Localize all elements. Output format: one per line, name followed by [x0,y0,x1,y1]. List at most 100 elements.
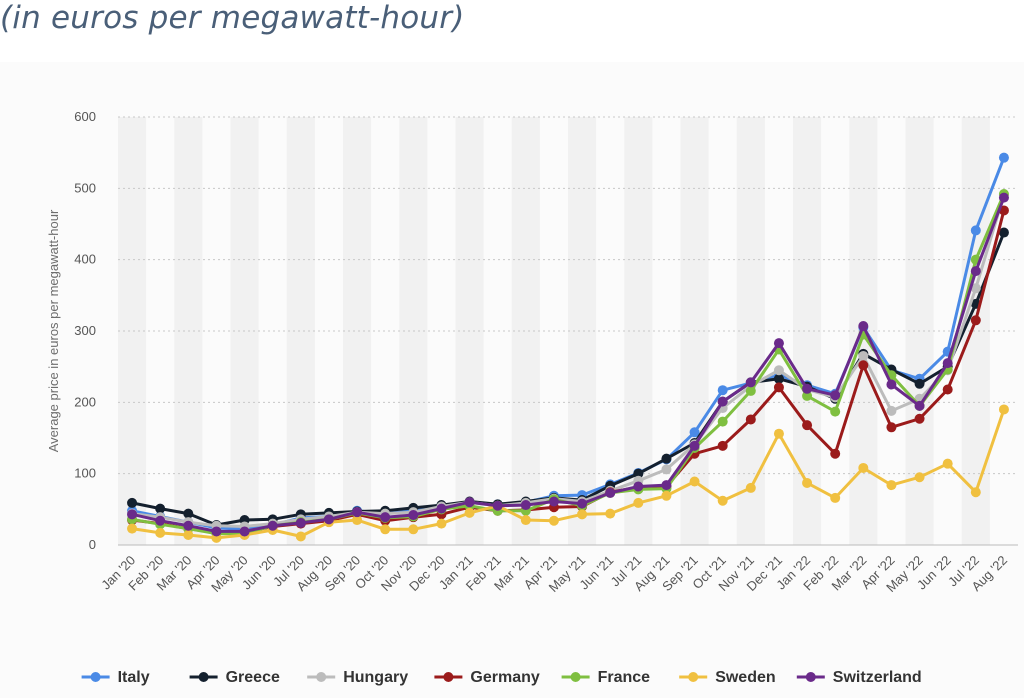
data-point-sweden [183,530,194,541]
data-point-switzerland [295,517,306,528]
legend-label: Switzerland [833,669,922,686]
data-point-greece [773,373,784,384]
data-point-germany [942,384,953,395]
data-point-switzerland [239,526,250,537]
data-point-switzerland [830,390,841,401]
data-point-sweden [689,476,700,487]
legend-swatch-dot [198,672,209,682]
data-point-switzerland [267,520,278,531]
data-point-greece [155,503,166,514]
data-point-switzerland [211,526,222,537]
data-point-italy [689,427,700,438]
data-point-sweden [155,527,166,538]
data-point-switzerland [127,509,138,520]
legend-swatch-dot [805,672,816,682]
series-switzerland [127,192,1009,537]
data-point-switzerland [633,481,644,492]
data-point-greece [127,497,138,508]
chart-subtitle: (in euros per megawatt-hour) [0,0,465,36]
y-tick-label: 300 [74,323,96,338]
legend-swatch-dot [570,672,581,682]
data-point-sweden [548,515,559,526]
data-point-sweden [858,462,869,473]
data-point-greece [633,468,644,479]
column-band [568,117,597,545]
data-point-germany [745,414,756,425]
data-point-hungary [773,365,784,376]
data-point-switzerland [436,503,447,514]
column-band [961,117,990,545]
data-point-sweden [886,480,897,491]
line-chart: 0 100 200 300 400 500 600 Average price in euro… [46,109,1018,686]
legend-swatch-dot [688,672,699,682]
data-point-switzerland [802,383,813,394]
y-tick-label: 500 [74,180,96,195]
data-point-switzerland [745,377,756,388]
data-point-france [745,385,756,396]
legend-item-germany: Germany [434,669,540,686]
data-point-sweden [127,523,138,534]
data-point-france [802,390,813,401]
data-point-sweden [745,482,756,493]
data-point-greece [183,508,194,519]
data-point-greece [998,227,1009,238]
data-point-sweden [295,531,306,542]
column-bands [118,117,990,545]
column-band [343,117,372,545]
data-point-germany [830,448,841,459]
data-point-hungary [858,350,869,361]
legend-label: Hungary [343,669,408,686]
legend-item-switzerland: Switzerland [796,669,922,686]
data-point-sweden [605,508,616,519]
data-point-sweden [633,497,644,508]
y-grid: 0 100 200 300 400 500 600 [74,109,1018,552]
data-point-hungary [661,464,672,475]
data-point-sweden [520,515,531,526]
data-point-switzerland [352,507,363,518]
data-point-switzerland [155,515,166,526]
y-tick-label: 600 [74,109,96,124]
data-point-switzerland [408,510,419,521]
data-point-switzerland [717,396,728,407]
y-tick-label: 200 [74,394,96,409]
data-point-switzerland [773,338,784,349]
data-point-switzerland [548,496,559,507]
data-point-sweden [998,404,1009,415]
data-point-italy [998,152,1009,163]
data-point-switzerland [689,440,700,451]
data-point-germany [914,413,925,424]
data-point-sweden [802,477,813,488]
legend-item-sweden: Sweden [679,669,776,686]
y-tick-label: 400 [74,252,96,267]
column-band [736,117,765,545]
data-point-switzerland [183,520,194,531]
data-point-germany [717,440,728,451]
data-point-sweden [380,524,391,535]
data-point-switzerland [661,480,672,491]
legend-label: Italy [118,669,150,686]
data-point-switzerland [858,321,869,332]
y-tick-label: 0 [89,537,96,552]
data-point-sweden [717,495,728,506]
data-point-france [717,416,728,427]
column-band [793,117,822,545]
legend-swatch-dot [90,672,101,682]
series-sweden [127,404,1009,543]
legend: Italy Greece Hungary Germany France Sweden Swi… [81,669,922,686]
data-point-sweden [942,458,953,469]
data-point-sweden [970,487,981,498]
column-band [511,117,540,545]
data-point-sweden [830,492,841,503]
data-point-switzerland [970,266,981,277]
data-point-sweden [436,518,447,529]
data-point-sweden [577,509,588,520]
data-point-greece [661,453,672,464]
legend-swatch-dot [316,672,327,682]
legend-label: Sweden [715,669,775,686]
data-point-sweden [773,428,784,439]
data-point-switzerland [942,358,953,369]
data-point-switzerland [323,514,334,525]
y-axis-title: Average price in euros per megawatt-hour [46,209,61,452]
data-point-italy [970,225,981,236]
